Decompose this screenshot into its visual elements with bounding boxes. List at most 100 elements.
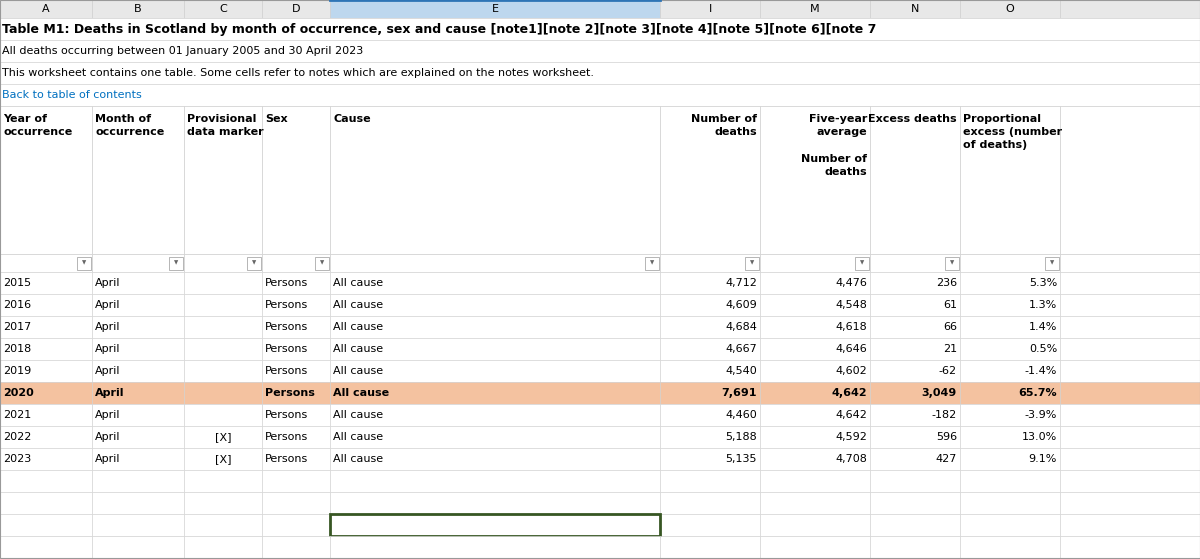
- Text: 4,708: 4,708: [835, 454, 866, 464]
- Text: C: C: [220, 4, 227, 14]
- Bar: [330, 514, 660, 536]
- Bar: [92, 470, 184, 492]
- Bar: [760, 316, 870, 338]
- Text: 427: 427: [936, 454, 958, 464]
- Bar: [870, 382, 960, 404]
- Text: All cause: All cause: [334, 388, 389, 398]
- Bar: [960, 382, 1060, 404]
- Text: 5,135: 5,135: [726, 454, 757, 464]
- Text: 4,667: 4,667: [725, 344, 757, 354]
- Bar: [760, 514, 870, 536]
- Bar: [1060, 294, 1200, 316]
- Bar: [870, 448, 960, 470]
- Bar: [330, 254, 660, 272]
- Text: Persons: Persons: [265, 388, 314, 398]
- Text: All cause: All cause: [334, 322, 383, 332]
- Bar: [760, 0, 870, 18]
- Text: 596: 596: [936, 432, 958, 442]
- Text: ▼: ▼: [860, 260, 864, 266]
- Bar: [960, 360, 1060, 382]
- Bar: [660, 514, 760, 536]
- Text: M: M: [810, 4, 820, 14]
- Bar: [660, 404, 760, 426]
- Bar: [0, 536, 92, 558]
- Text: ▼: ▼: [650, 260, 654, 266]
- Bar: [262, 294, 330, 316]
- Bar: [330, 536, 660, 558]
- Bar: [870, 426, 960, 448]
- Bar: [960, 254, 1060, 272]
- Bar: [330, 470, 660, 492]
- Bar: [760, 382, 870, 404]
- Text: April: April: [95, 278, 120, 288]
- Text: ▼: ▼: [252, 260, 256, 266]
- Bar: [960, 338, 1060, 360]
- Bar: [184, 470, 262, 492]
- Bar: [262, 0, 330, 18]
- Text: 5.3%: 5.3%: [1028, 278, 1057, 288]
- Text: All cause: All cause: [334, 300, 383, 310]
- Bar: [854, 257, 869, 269]
- Bar: [760, 272, 870, 294]
- Bar: [330, 294, 660, 316]
- Text: April: April: [95, 454, 120, 464]
- Text: I: I: [708, 4, 712, 14]
- Text: All cause: All cause: [334, 410, 383, 420]
- Text: 2017: 2017: [2, 322, 31, 332]
- Bar: [184, 106, 262, 254]
- Text: N: N: [911, 4, 919, 14]
- Bar: [960, 272, 1060, 294]
- Text: 4,592: 4,592: [835, 432, 866, 442]
- Text: 4,642: 4,642: [835, 410, 866, 420]
- Bar: [745, 257, 760, 269]
- Text: 4,476: 4,476: [835, 278, 866, 288]
- Text: ▼: ▼: [950, 260, 954, 266]
- Bar: [92, 382, 184, 404]
- Text: Month of
occurrence: Month of occurrence: [95, 114, 164, 137]
- Bar: [960, 316, 1060, 338]
- Text: 4,642: 4,642: [832, 388, 866, 398]
- Bar: [330, 492, 660, 514]
- Bar: [870, 536, 960, 558]
- Bar: [960, 294, 1060, 316]
- Text: Persons: Persons: [265, 300, 308, 310]
- Bar: [184, 448, 262, 470]
- Bar: [262, 426, 330, 448]
- Text: 4,540: 4,540: [725, 366, 757, 376]
- Bar: [660, 536, 760, 558]
- Bar: [184, 514, 262, 536]
- Text: Back to table of contents: Back to table of contents: [2, 90, 142, 100]
- Bar: [0, 316, 92, 338]
- Bar: [0, 360, 92, 382]
- Bar: [760, 404, 870, 426]
- Bar: [760, 536, 870, 558]
- Text: ▼: ▼: [82, 260, 86, 266]
- Bar: [330, 338, 660, 360]
- Bar: [92, 492, 184, 514]
- Bar: [0, 536, 92, 558]
- Bar: [262, 514, 330, 536]
- Bar: [870, 404, 960, 426]
- Text: 2018: 2018: [2, 344, 31, 354]
- Bar: [184, 360, 262, 382]
- Bar: [262, 448, 330, 470]
- Bar: [92, 294, 184, 316]
- Text: 66: 66: [943, 322, 958, 332]
- Text: Sex: Sex: [265, 114, 288, 124]
- Text: 9.1%: 9.1%: [1028, 454, 1057, 464]
- Bar: [960, 0, 1060, 18]
- Bar: [262, 470, 330, 492]
- Bar: [1060, 316, 1200, 338]
- Bar: [960, 404, 1060, 426]
- Text: April: April: [95, 410, 120, 420]
- Bar: [870, 106, 960, 254]
- Bar: [1060, 338, 1200, 360]
- Text: Excess deaths: Excess deaths: [869, 114, 958, 124]
- Bar: [1060, 0, 1200, 18]
- Bar: [660, 360, 760, 382]
- Bar: [660, 0, 760, 18]
- Bar: [262, 536, 330, 558]
- Bar: [1060, 492, 1200, 514]
- Bar: [646, 257, 659, 269]
- Text: 2015: 2015: [2, 278, 31, 288]
